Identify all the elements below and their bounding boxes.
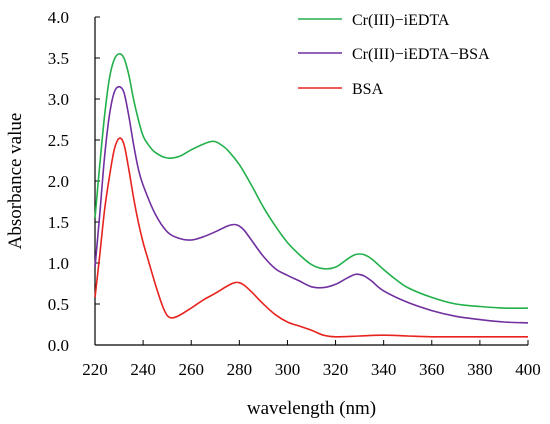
y-tick-label: 2.5 bbox=[48, 131, 69, 150]
x-tick-label: 360 bbox=[419, 360, 445, 379]
y-tick-label: 0.0 bbox=[48, 336, 69, 355]
x-tick-label: 340 bbox=[371, 360, 397, 379]
x-tick-label: 240 bbox=[130, 360, 156, 379]
y-tick-label: 4.0 bbox=[48, 8, 69, 27]
legend-label-cr-iedta-bsa: Cr(III)−iEDTA−BSA bbox=[352, 46, 490, 63]
y-tick-label: 3.5 bbox=[48, 49, 69, 68]
legend-label-cr-iedta: Cr(III)−iEDTA bbox=[352, 12, 450, 29]
legend-label-bsa: BSA bbox=[352, 81, 384, 98]
y-tick-label: 2.0 bbox=[48, 172, 69, 191]
x-tick-label: 300 bbox=[275, 360, 301, 379]
x-tick-label: 280 bbox=[227, 360, 253, 379]
series-layer bbox=[94, 53, 529, 338]
y-tick-label: 0.5 bbox=[48, 295, 69, 314]
y-ticks: 0.0 0.5 1.0 1.5 2.0 2.5 3.0 3.5 4.0 bbox=[48, 8, 100, 355]
legend: Cr(III)−iEDTA Cr(III)−iEDTA−BSA BSA bbox=[298, 12, 490, 98]
series-line-cr-iedta-bsa bbox=[94, 85, 529, 324]
y-tick-label: 3.0 bbox=[48, 90, 69, 109]
x-tick-label: 220 bbox=[82, 360, 108, 379]
y-tick-label: 1.0 bbox=[48, 254, 69, 273]
x-tick-label: 260 bbox=[178, 360, 204, 379]
x-tick-label: 400 bbox=[515, 360, 541, 379]
y-tick-label: 1.5 bbox=[48, 213, 69, 232]
x-ticks: 220 240 260 280 300 320 340 360 380 400 bbox=[82, 340, 541, 379]
axes bbox=[94, 17, 528, 346]
x-axis-title: wavelength (nm) bbox=[247, 398, 376, 419]
x-tick-label: 380 bbox=[467, 360, 493, 379]
series-line-bsa bbox=[94, 137, 528, 338]
series-line-cr-iedta bbox=[94, 53, 529, 310]
y-axis-title: Absorbance value bbox=[5, 113, 26, 250]
x-tick-label: 320 bbox=[323, 360, 349, 379]
